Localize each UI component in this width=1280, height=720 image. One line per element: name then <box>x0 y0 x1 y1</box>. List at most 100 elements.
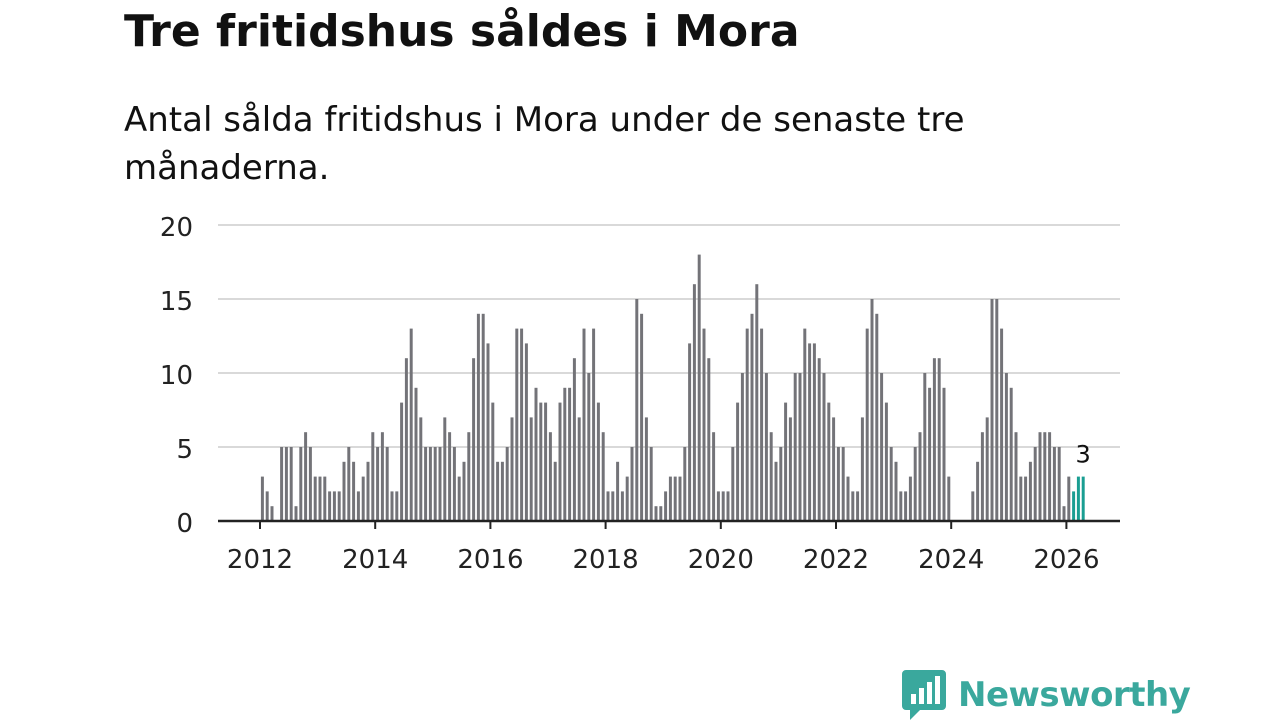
bar <box>731 447 735 521</box>
bar <box>764 373 768 521</box>
bar <box>755 284 759 521</box>
bar <box>1009 387 1013 521</box>
y-tick-label: 10 <box>160 361 193 391</box>
bar <box>875 313 879 521</box>
bar <box>774 461 778 521</box>
bar <box>548 432 552 521</box>
bar <box>448 432 452 521</box>
bar <box>596 402 600 521</box>
bar <box>491 402 495 521</box>
bar <box>654 506 658 521</box>
bar <box>803 328 807 521</box>
bar <box>524 343 528 521</box>
bar <box>337 491 341 521</box>
bar <box>356 491 360 521</box>
bar <box>265 491 269 521</box>
x-axis <box>218 519 1120 529</box>
bar <box>692 284 696 521</box>
bar <box>496 461 500 521</box>
bar <box>376 447 380 521</box>
newsworthy-logo: Newsworthy <box>902 670 1191 720</box>
bar <box>664 491 668 521</box>
bar <box>808 343 812 521</box>
bar <box>928 387 932 521</box>
bar <box>625 476 629 521</box>
gridlines <box>218 224 1120 448</box>
bar <box>894 461 898 521</box>
bar <box>817 358 821 521</box>
bar <box>308 447 312 521</box>
x-tick-label: 2016 <box>457 545 523 575</box>
bar <box>500 461 504 521</box>
bar <box>313 476 317 521</box>
y-tick-label: 5 <box>176 435 193 465</box>
bar <box>784 402 788 521</box>
x-tick-label: 2012 <box>227 545 293 575</box>
x-tick-label: 2014 <box>342 545 408 575</box>
bar <box>366 461 370 521</box>
bar <box>971 491 975 521</box>
bar <box>856 491 860 521</box>
y-tick-label: 15 <box>160 287 193 317</box>
bar <box>976 461 980 521</box>
bar <box>937 358 941 521</box>
bar <box>1004 373 1008 521</box>
bar <box>716 491 720 521</box>
bar <box>697 254 701 521</box>
bar <box>553 461 557 521</box>
bar <box>649 447 653 521</box>
bar <box>438 447 442 521</box>
bar <box>688 343 692 521</box>
bar <box>534 387 538 521</box>
bar <box>908 476 912 521</box>
bars <box>260 254 1085 521</box>
bar <box>568 387 572 521</box>
bar <box>740 373 744 521</box>
bar <box>452 447 456 521</box>
bar <box>371 432 375 521</box>
bar <box>1043 432 1047 521</box>
bar <box>280 447 284 521</box>
bar <box>284 447 288 521</box>
bar <box>424 447 428 521</box>
bar <box>462 461 466 521</box>
bar <box>505 447 509 521</box>
x-tick-label: 2018 <box>573 545 639 575</box>
bar <box>260 476 264 521</box>
bar <box>707 358 711 521</box>
bar <box>611 491 615 521</box>
bar <box>1081 476 1085 521</box>
bar <box>1072 491 1076 521</box>
x-tick-label: 2022 <box>803 545 869 575</box>
bar <box>659 506 663 521</box>
bar <box>592 328 596 521</box>
bar <box>443 417 447 521</box>
bar <box>1048 432 1052 521</box>
bar <box>678 476 682 521</box>
bar <box>515 328 519 521</box>
bar <box>563 387 567 521</box>
bar <box>913 447 917 521</box>
bar <box>332 491 336 521</box>
bar <box>923 373 927 521</box>
tick-labels: 0 5 10 15 20 2012 2014 2016 2018 2020 2022 2024 2026… <box>160 213 1100 575</box>
bar <box>985 417 989 521</box>
bar <box>870 299 874 521</box>
bar <box>606 491 610 521</box>
bar <box>347 447 351 521</box>
newsworthy-logo-icon <box>902 670 946 720</box>
bar <box>640 313 644 521</box>
bar <box>400 402 404 521</box>
bar <box>457 476 461 521</box>
bar <box>342 461 346 521</box>
bar <box>846 476 850 521</box>
bar <box>318 476 322 521</box>
bar <box>620 491 624 521</box>
bar <box>1028 461 1032 521</box>
bar <box>601 432 605 521</box>
bar <box>942 387 946 521</box>
bar <box>721 491 725 521</box>
bar <box>1062 506 1066 521</box>
chart-subtitle: Antal sålda fritidshus i Mora under de s… <box>124 100 965 188</box>
bar <box>1052 447 1056 521</box>
